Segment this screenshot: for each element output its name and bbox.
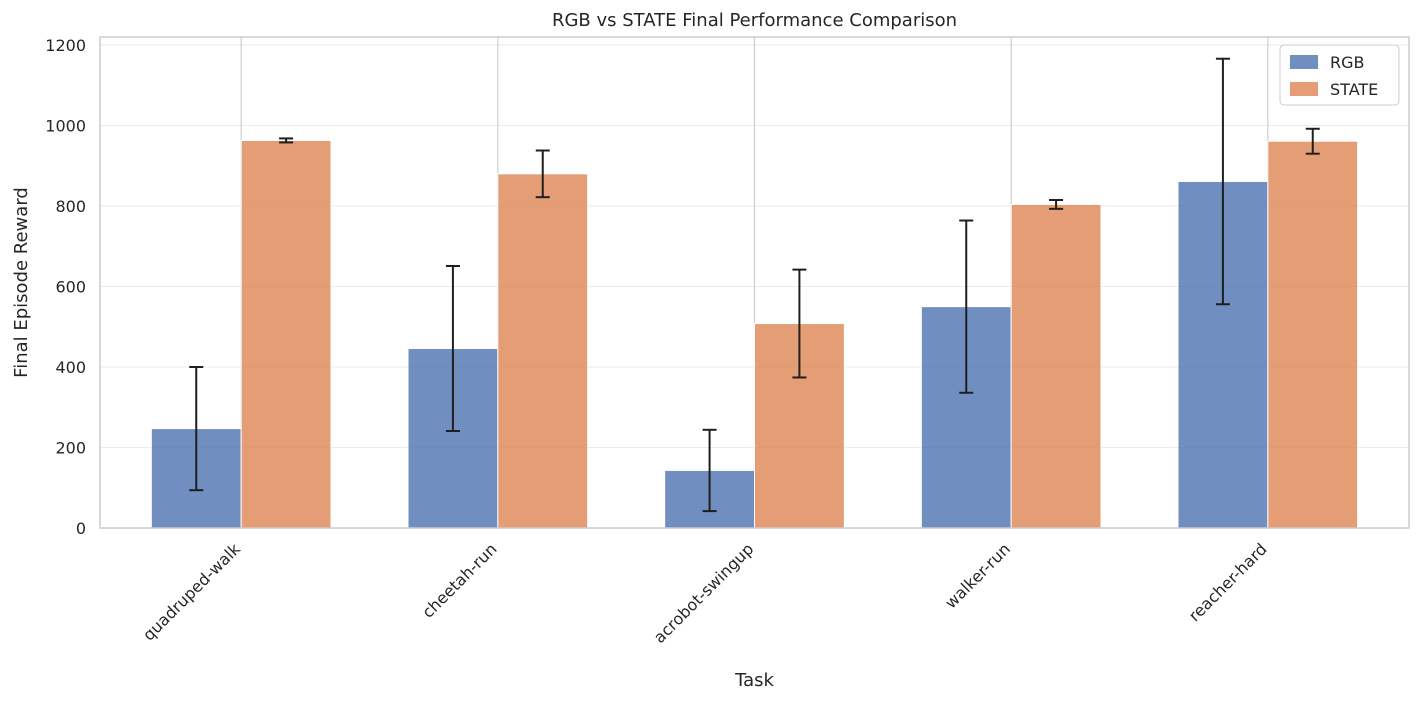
y-tick-label: 600: [55, 278, 86, 297]
y-axis-ticks: 0 200 400 600 800 1000 1200: [45, 36, 86, 538]
bar-state-walker-run: [1010, 203, 1102, 529]
legend-swatch-rgb: [1290, 55, 1318, 69]
y-tick-label: 800: [55, 197, 86, 216]
bar-state-cheetah-run: [497, 173, 589, 529]
y-tick-label: 0: [76, 519, 86, 538]
bars: [150, 139, 1359, 529]
chart-title: RGB vs STATE Final Performance Compariso…: [552, 10, 957, 31]
legend-label-rgb: RGB: [1330, 53, 1365, 72]
legend: RGB STATE: [1279, 44, 1400, 106]
y-tick-label: 400: [55, 358, 86, 377]
error-bars: [189, 57, 1320, 513]
bar-state-reacher-hard: [1267, 140, 1359, 529]
legend-swatch-state: [1290, 82, 1318, 96]
y-tick-label: 1000: [45, 117, 86, 136]
x-axis-label: Task: [734, 670, 774, 691]
y-axis-label: Final Episode Reward: [11, 187, 32, 378]
plot-frame: [99, 36, 1410, 529]
y-tick-label: 200: [55, 439, 86, 458]
y-tick-label: 1200: [45, 36, 86, 55]
legend-label-state: STATE: [1330, 80, 1378, 99]
bar-state-quadruped-walk: [240, 139, 332, 529]
